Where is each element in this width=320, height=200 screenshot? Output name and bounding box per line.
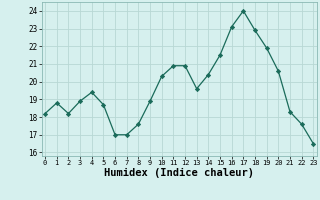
X-axis label: Humidex (Indice chaleur): Humidex (Indice chaleur)	[104, 168, 254, 178]
